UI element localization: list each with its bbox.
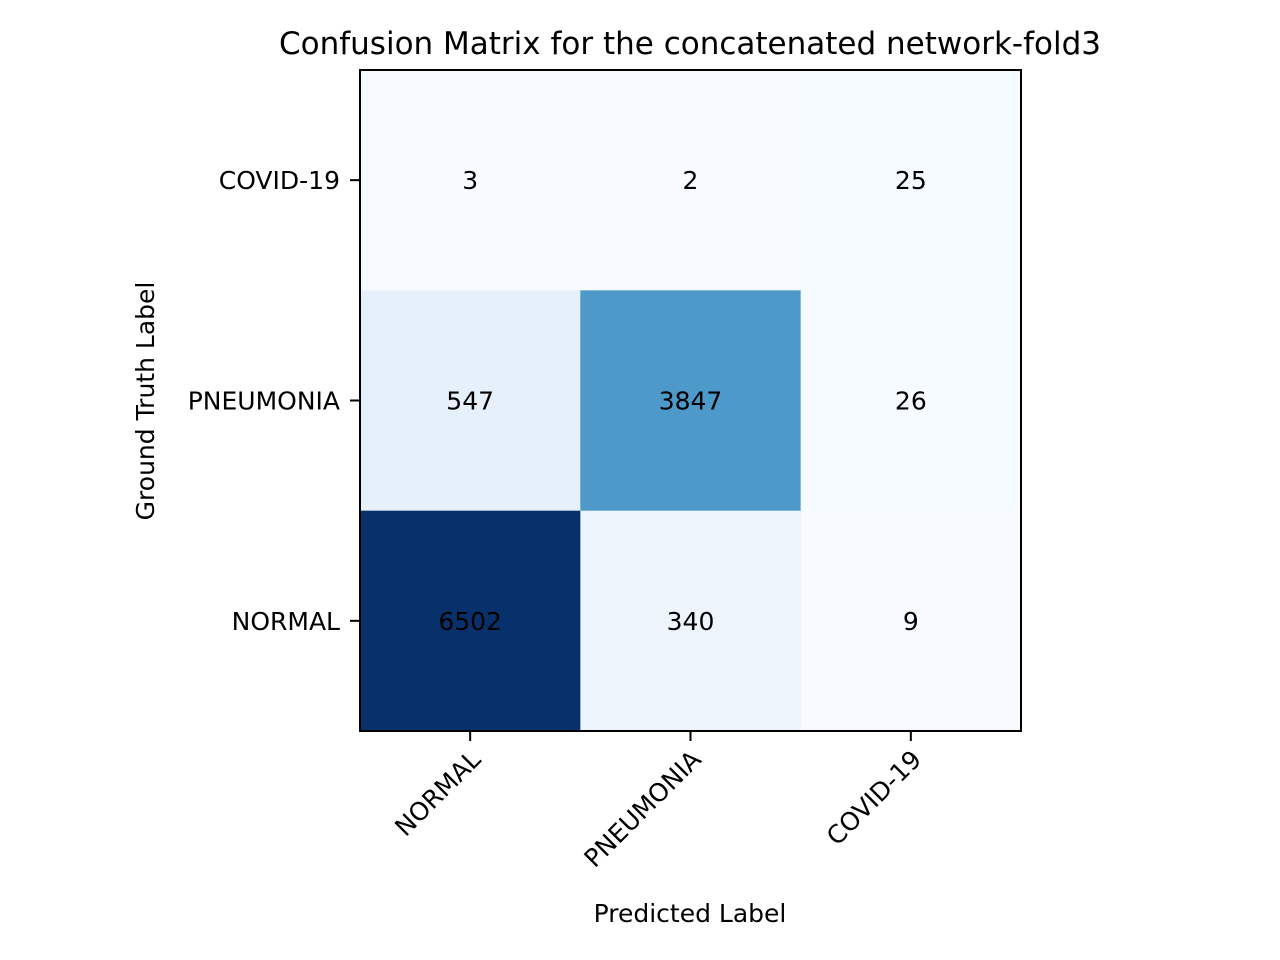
x-axis-label: Predicted Label (594, 899, 787, 928)
x-tick-label: NORMAL (389, 745, 486, 842)
cell-value: 547 (446, 387, 494, 416)
y-axis-ticks: COVID-19 PNEUMONIA NORMAL (188, 166, 360, 636)
cell-value: 25 (895, 166, 927, 195)
chart-title: Confusion Matrix for the concatenated ne… (279, 26, 1101, 62)
x-tick-label: PNEUMONIA (579, 745, 707, 873)
heatmap-cell (360, 70, 581, 291)
heatmap-cell (800, 70, 1022, 291)
cell-value: 6502 (438, 607, 502, 636)
cell-value: 3847 (659, 387, 723, 416)
cell-value: 340 (667, 607, 715, 636)
heatmap-cell (580, 70, 802, 291)
cell-value: 26 (895, 387, 927, 416)
heatmap-cells (360, 70, 1022, 732)
heatmap-cell (800, 290, 1022, 512)
y-tick-label: PNEUMONIA (188, 387, 340, 416)
cell-values: 3 2 25 547 3847 26 6502 340 9 (438, 166, 926, 636)
heatmap-cell (800, 510, 1022, 732)
heatmap-cell (360, 290, 581, 512)
heatmap-cell (580, 510, 802, 732)
heatmap-cell (360, 510, 581, 732)
y-tick-label: COVID-19 (219, 166, 340, 195)
cell-value: 2 (683, 166, 699, 195)
x-tick-label: COVID-19 (821, 745, 927, 851)
cell-value: 3 (462, 166, 478, 195)
y-axis-label: Ground Truth Label (131, 282, 160, 521)
cell-value: 9 (903, 607, 919, 636)
y-tick-label: NORMAL (232, 607, 340, 636)
heatmap-cell (580, 290, 802, 512)
x-axis-ticks: NORMAL PNEUMONIA COVID-19 (389, 731, 927, 873)
